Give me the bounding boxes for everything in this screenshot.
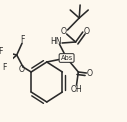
Text: Abs: Abs — [60, 55, 73, 61]
Text: F: F — [0, 47, 3, 56]
Text: HN: HN — [50, 37, 62, 46]
Text: O: O — [87, 68, 93, 77]
Text: OH: OH — [71, 86, 82, 95]
Text: O: O — [18, 65, 24, 73]
Text: F: F — [2, 63, 6, 72]
Text: O: O — [83, 26, 89, 36]
Text: F: F — [20, 35, 24, 44]
Text: O: O — [61, 27, 67, 36]
